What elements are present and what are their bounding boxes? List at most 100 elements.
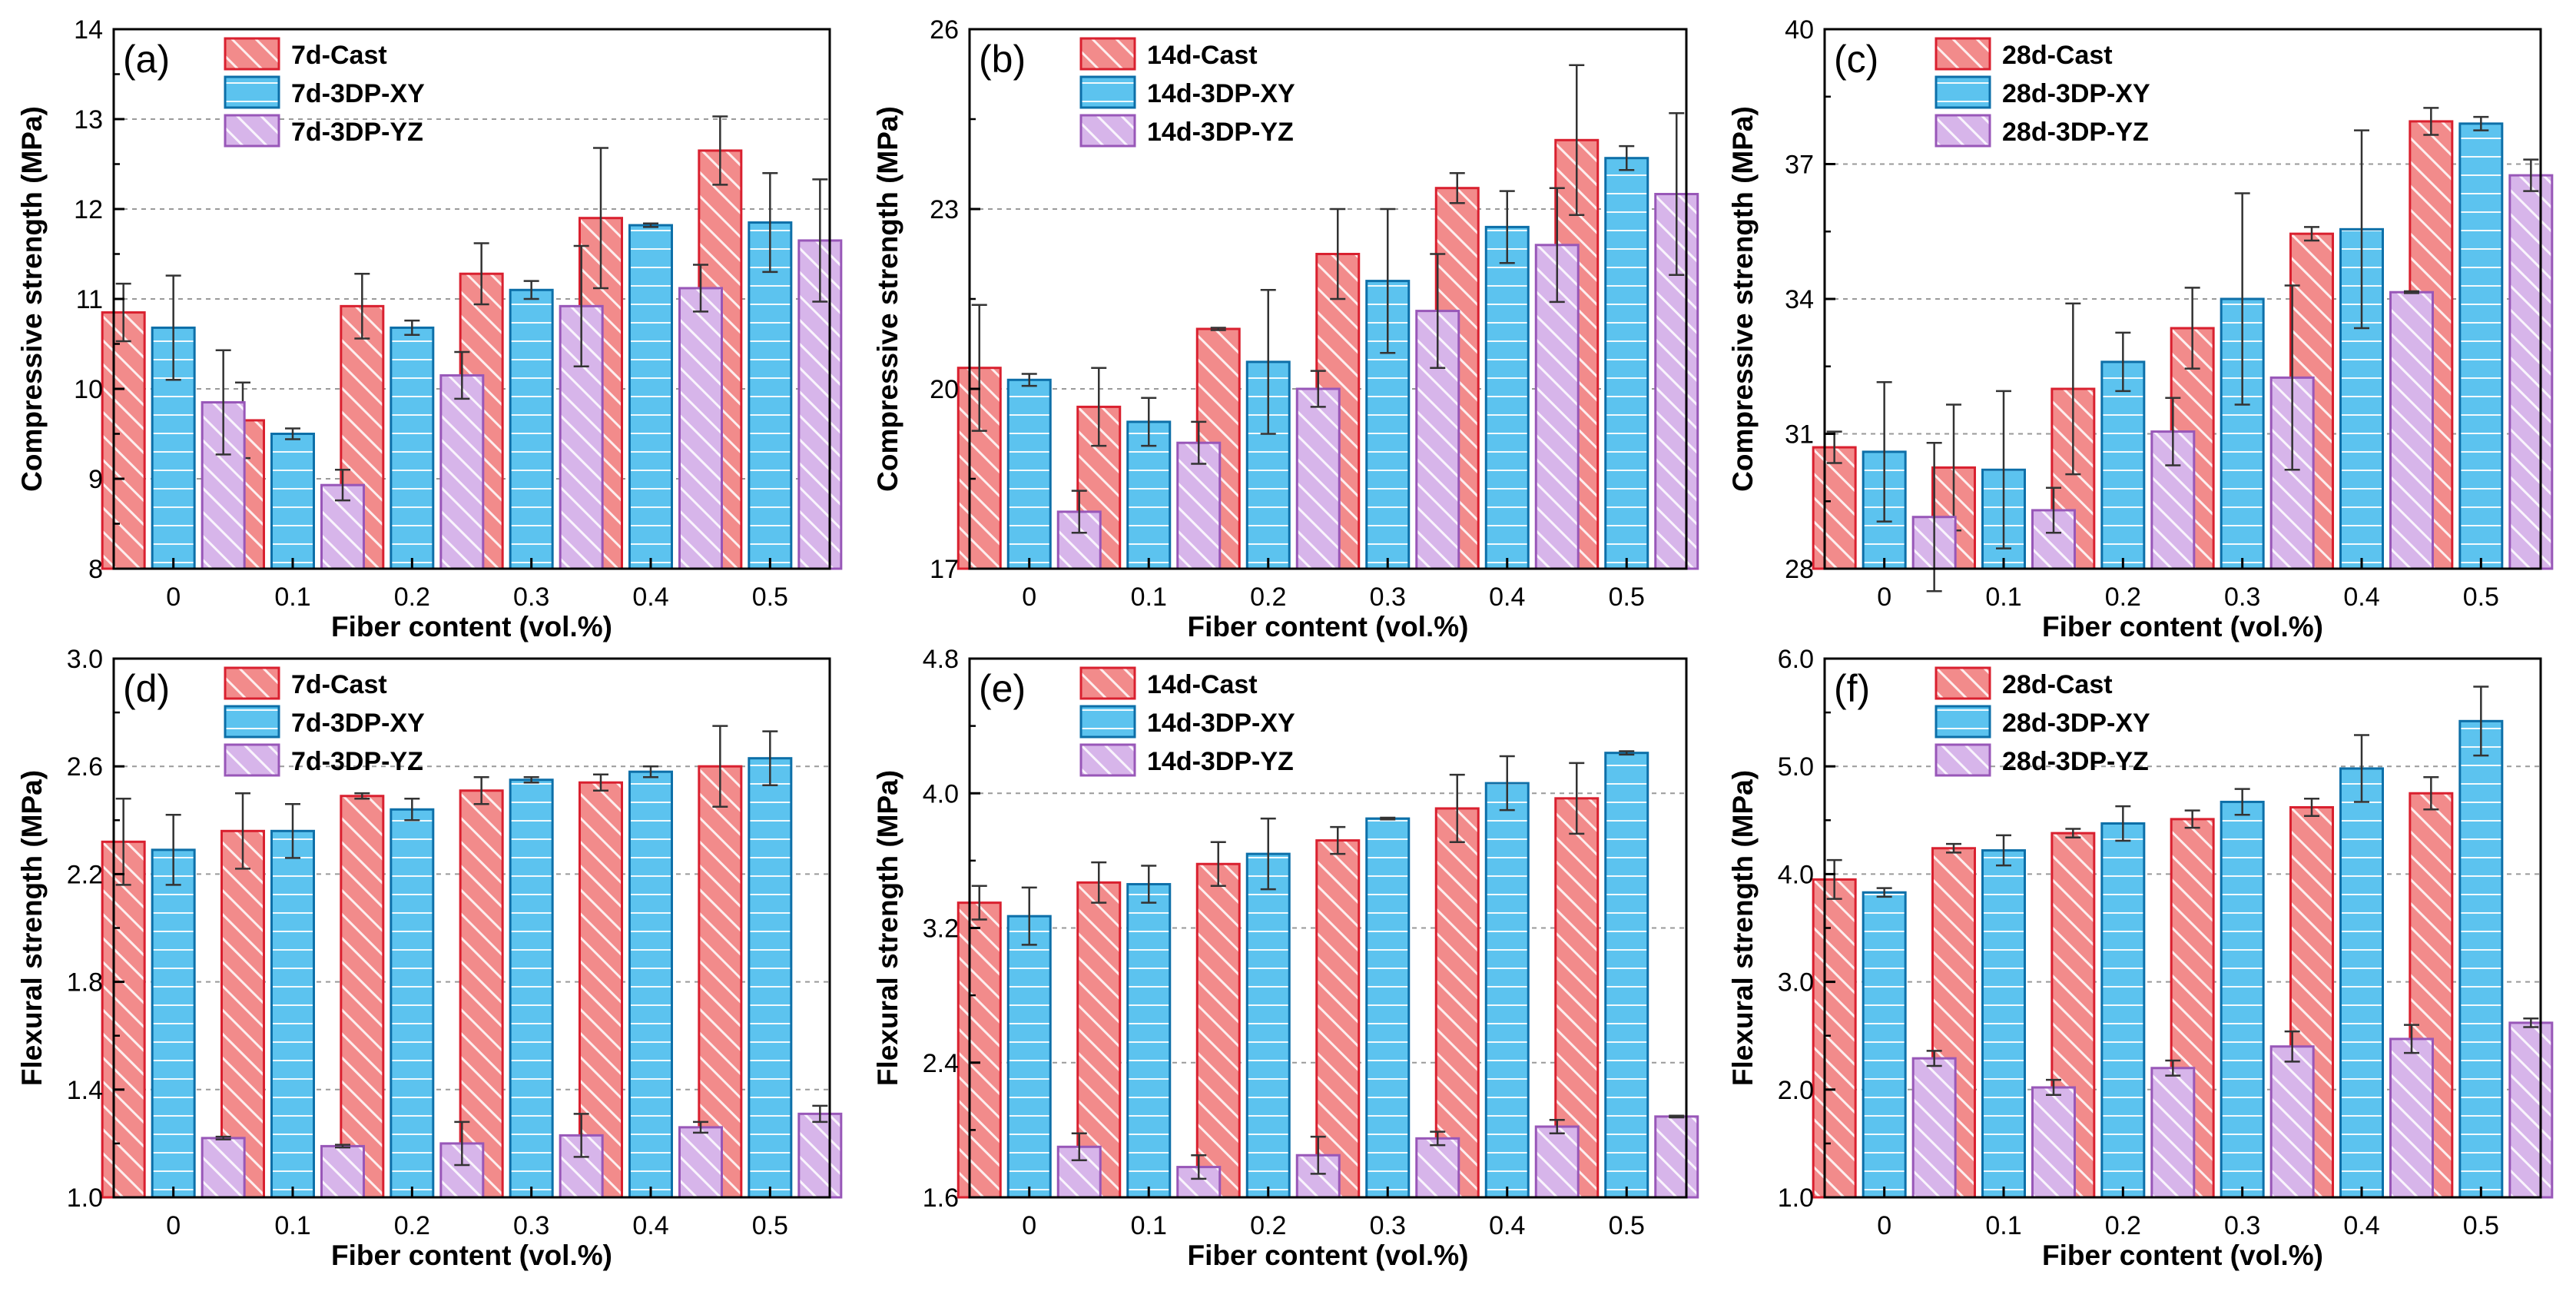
legend: 14d-Cast 14d-3DP-XY 14d-3DP-YZ <box>1079 666 1295 777</box>
x-tick-label: 0 <box>166 583 181 612</box>
bar-yz <box>2031 1086 2076 1199</box>
chart-panel-f: 1.0 2.0 3.0 4.0 5.0 6.0 0 0.1 0.2 0.3 0.4 0.5 Fiber … <box>1727 645 2554 1271</box>
bar-yz <box>2508 1021 2554 1199</box>
y-tick-label: 2.2 <box>67 860 103 889</box>
y-axis-title: Compressive strength (MPa) <box>1727 106 1759 492</box>
bar-xy <box>1484 782 1530 1199</box>
legend-label-cast: 14d-Cast <box>1147 670 1258 699</box>
error-bar <box>693 1120 708 1134</box>
error-bar <box>335 1144 350 1149</box>
error-bar <box>1549 187 1565 304</box>
bar-xy <box>628 770 673 1199</box>
bar-xy <box>2220 800 2265 1199</box>
bar-yz <box>797 1112 843 1199</box>
error-bar <box>1330 825 1346 855</box>
error-bar <box>404 798 420 822</box>
error-bar <box>2284 1030 2300 1063</box>
bar-cast <box>459 789 504 1199</box>
chart-panel-b: 17 20 23 26 0 0.1 0.2 0.3 0.4 0.5 Fiber content (v… <box>872 15 1699 642</box>
error-bar <box>1946 842 1961 854</box>
error-bar <box>1499 755 1515 812</box>
y-axis-title: Flexural strength (MPa) <box>872 770 903 1086</box>
bar-xy <box>509 778 554 1199</box>
bar-xy <box>1981 849 2026 1199</box>
bar-xy <box>628 224 673 570</box>
x-tick-label: 0.2 <box>2105 1211 2141 1240</box>
error-bar <box>215 1135 231 1140</box>
bar-yz <box>2389 290 2434 570</box>
x-tick-label: 0.4 <box>1489 1211 1525 1240</box>
x-tick-label: 0.2 <box>1250 1211 1286 1240</box>
bar-xy <box>2339 767 2384 1199</box>
bar-yz <box>1295 387 1341 570</box>
error-bar <box>2046 1078 2061 1097</box>
x-tick-label: 0.2 <box>2105 583 2141 612</box>
error-bar <box>2115 805 2131 842</box>
bar-xy <box>1862 891 1907 1199</box>
error-bar <box>1141 865 1157 904</box>
bar-xy <box>1365 817 1411 1199</box>
error-bar <box>2304 798 2319 817</box>
y-tick-label: 3.0 <box>67 645 103 674</box>
legend-swatch-cast <box>1934 37 1991 71</box>
x-tick-label: 0.5 <box>1609 583 1645 612</box>
error-bar <box>454 1120 470 1167</box>
error-bar <box>1449 171 1465 204</box>
error-bar <box>1569 64 1585 217</box>
y-tick-label: 28 <box>1785 555 1814 584</box>
x-tick-label: 0.5 <box>752 583 788 612</box>
y-tick-label: 1.6 <box>923 1183 959 1213</box>
error-bar <box>2404 290 2419 294</box>
error-bar <box>1021 886 1037 946</box>
x-tick-label: 0.1 <box>274 583 310 612</box>
bar-yz <box>1911 1057 1957 1199</box>
error-bar <box>354 272 370 340</box>
error-bar <box>2473 115 2489 131</box>
bar-cast <box>101 311 146 570</box>
error-bar <box>1071 490 1087 534</box>
error-bar <box>454 350 470 400</box>
y-tick-label: 2.6 <box>67 752 103 782</box>
error-bar <box>473 775 489 805</box>
error-bar <box>2234 192 2250 406</box>
error-bar <box>215 349 231 456</box>
x-tick-label: 0.1 <box>1131 1211 1167 1240</box>
error-bar <box>1826 430 1842 464</box>
error-bar <box>1826 858 1842 900</box>
error-bar <box>1091 367 1107 447</box>
legend: 7d-Cast 7d-3DP-XY 7d-3DP-YZ <box>224 37 425 148</box>
x-tick-label: 0.4 <box>1489 583 1525 612</box>
y-tick-label: 1.8 <box>67 968 103 998</box>
y-tick-label: 10 <box>74 375 103 404</box>
legend-swatch-xy <box>1934 75 1991 109</box>
y-tick-label: 11 <box>76 285 103 314</box>
x-tick-label: 0 <box>1877 1211 1891 1240</box>
legend-label-yz: 14d-3DP-YZ <box>1147 118 1294 147</box>
y-tick-label: 23 <box>930 195 959 224</box>
error-bar <box>1310 1135 1326 1175</box>
bar-xy <box>1604 752 1649 1199</box>
error-bar <box>235 792 250 870</box>
legend-swatch-xy <box>1079 705 1136 739</box>
error-bar <box>354 792 370 800</box>
error-bar <box>1499 190 1515 264</box>
bar-yz <box>2508 174 2554 570</box>
x-tick-label: 0.2 <box>394 583 430 612</box>
error-bar <box>1669 111 1685 277</box>
error-bar <box>1996 390 2011 549</box>
error-bar <box>712 725 728 808</box>
error-bar <box>473 242 489 306</box>
legend-swatch-yz <box>1079 743 1136 777</box>
legend-label-yz: 14d-3DP-YZ <box>1147 747 1294 776</box>
bar-cast <box>956 901 1002 1199</box>
y-tick-label: 4.0 <box>1778 860 1814 889</box>
bar-xy <box>270 433 315 570</box>
x-tick-label: 0.5 <box>1609 1211 1645 1240</box>
error-bar <box>593 147 608 290</box>
bar-xy <box>2458 719 2504 1199</box>
error-bar <box>1330 207 1346 300</box>
error-bar <box>643 222 658 228</box>
x-tick-label: 0.4 <box>632 583 668 612</box>
bar-yz <box>2150 1067 2196 1199</box>
chart-panel-c: 28 31 34 37 40 0 0.1 0.2 0.3 0.4 0.5 Fiber content … <box>1727 15 2554 642</box>
